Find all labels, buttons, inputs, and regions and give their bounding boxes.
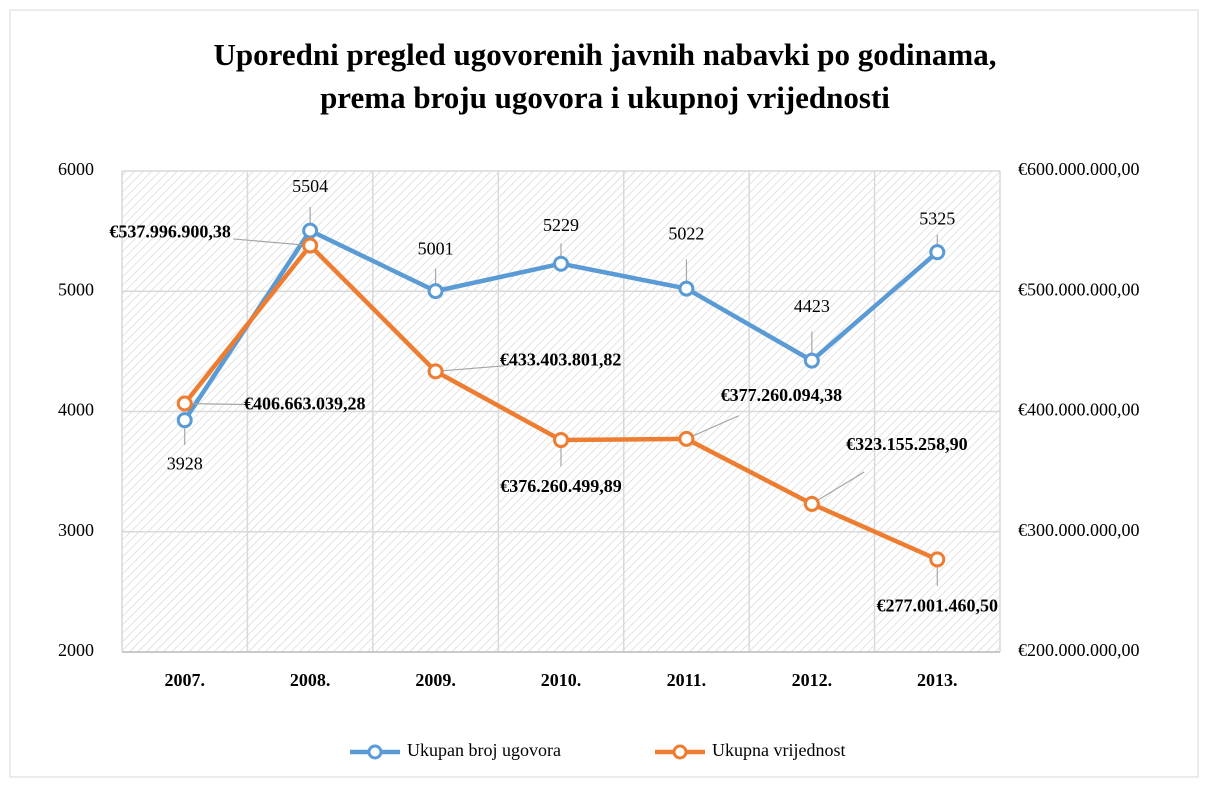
point <box>176 412 193 429</box>
data-label: €376.260.499,89 <box>500 476 622 496</box>
point <box>803 495 820 512</box>
chart-title: prema broju ugovora i ukupnoj vrijednost… <box>320 80 890 115</box>
leader-line <box>233 238 311 247</box>
legend-marker <box>367 744 383 760</box>
leader-line <box>435 365 505 372</box>
y-tick-label: 6000 <box>58 159 94 179</box>
point <box>553 255 569 272</box>
point <box>929 551 946 568</box>
data-label: €277.001.460,50 <box>877 596 999 616</box>
x-tick-label: 2012. <box>792 670 833 690</box>
point <box>427 363 444 380</box>
data-label: 5001 <box>418 238 454 258</box>
point <box>929 244 946 261</box>
legend-label: Ukupan broj ugovora <box>407 740 561 760</box>
legend-label: Ukupna vrijednost <box>712 740 845 760</box>
point <box>553 432 569 449</box>
point <box>302 237 319 254</box>
leader-line <box>811 471 865 505</box>
data-label: 4423 <box>794 296 830 316</box>
y-tick-label: 3000 <box>58 520 94 540</box>
point <box>302 222 319 239</box>
leader-line <box>686 415 739 440</box>
leader-line <box>184 402 251 406</box>
data-label: 3928 <box>167 453 203 473</box>
x-tick-label: 2010. <box>541 670 582 690</box>
chart-title: Uporedni pregled ugovorenih javnih nabav… <box>214 37 997 72</box>
y-tick-label: 2000 <box>58 640 94 660</box>
x-tick-label: 2013. <box>917 670 958 690</box>
x-tick-label: 2008. <box>290 670 331 690</box>
point <box>678 280 695 297</box>
data-label: €537.996.900,38 <box>109 222 231 242</box>
x-tick-label: 2009. <box>415 670 456 690</box>
legend-marker <box>672 744 688 760</box>
point <box>427 283 444 300</box>
point <box>678 430 695 447</box>
data-label: €323.155.258,90 <box>846 434 968 454</box>
y-tick-label: 4000 <box>58 400 94 420</box>
y-tick-label: 5000 <box>58 279 94 299</box>
data-label: €377.260.094,38 <box>721 385 843 405</box>
data-label: 5504 <box>292 176 328 196</box>
y2-tick-label: €600.000.000,00 <box>1018 159 1140 179</box>
y2-tick-label: €300.000.000,00 <box>1018 520 1140 540</box>
data-label: €433.403.801,82 <box>500 349 622 369</box>
y2-tick-label: €500.000.000,00 <box>1018 279 1140 299</box>
x-tick-label: 2007. <box>164 670 205 690</box>
point <box>176 395 193 412</box>
data-label: 5325 <box>919 208 955 228</box>
y2-tick-label: €200.000.000,00 <box>1018 640 1140 660</box>
point <box>803 352 820 369</box>
data-label: €406.663.039,28 <box>244 394 366 414</box>
x-tick-label: 2011. <box>667 670 707 690</box>
y2-tick-label: €400.000.000,00 <box>1018 400 1140 420</box>
data-label: 5229 <box>543 215 579 235</box>
data-label: 5022 <box>668 224 704 244</box>
